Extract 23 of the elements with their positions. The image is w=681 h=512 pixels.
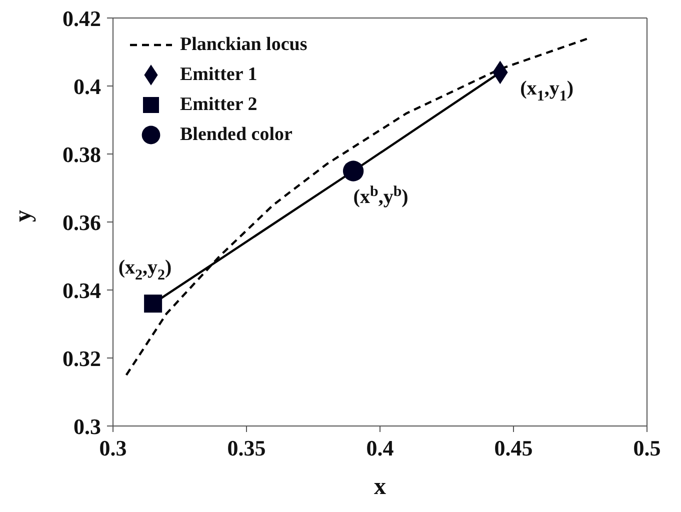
y-tick-label: 0.4 [74,74,101,99]
x-tick-label: 0.5 [633,436,661,461]
annotation: (x$_{1}$,y$_{1}$) [520,77,574,104]
y-tick-label: 0.38 [62,142,101,167]
x-tick-label: 0.45 [494,436,533,461]
annotation: (x$_{2}$,y$_{2}$) [118,256,172,284]
y-tick-label: 0.42 [62,6,101,31]
y-tick-label: 0.3 [74,414,101,439]
point [342,160,364,182]
x-tick-label: 0.3 [99,436,127,461]
x-axis-title: x [374,474,386,500]
x-tick-label: 0.4 [366,436,394,461]
y-tick-label: 0.36 [62,210,101,235]
legend-label: Emitter 2 [180,94,258,116]
x-tick-label: 0.35 [227,436,266,461]
legend-label: Planckian locus [180,34,308,56]
y-tick-label: 0.34 [62,278,101,303]
y-axis-title: y [10,210,37,222]
point [144,294,162,313]
annotation: (x$^{b}$,y$^{b}$) [353,184,408,208]
legend-label: Emitter 1 [180,64,258,86]
legend-label: Blended color [180,124,292,146]
y-tick-label: 0.32 [62,346,101,371]
